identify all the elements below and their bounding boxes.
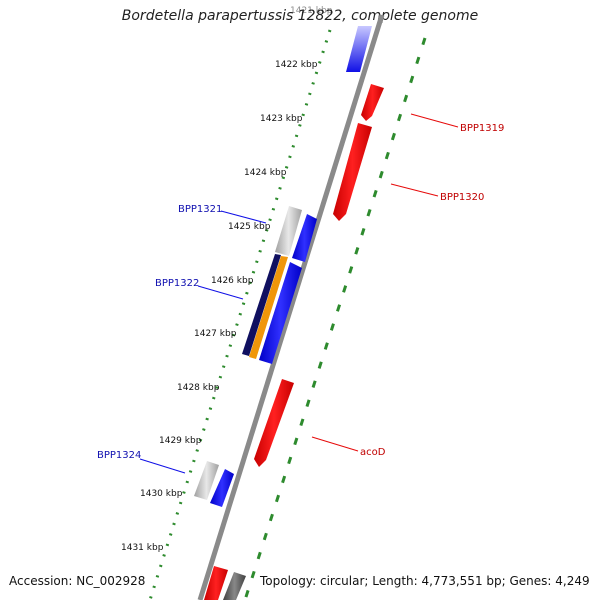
kbp-label: 1430 kbp [140, 489, 183, 499]
leader-bpp1322 [197, 285, 244, 300]
kbp-label: 1426 kbp [211, 276, 254, 286]
kbp-label: 1428 kbp [177, 383, 220, 393]
gene-label-bpp1319[interactable]: BPP1319 [460, 123, 504, 134]
kbp-label: 1425 kbp [228, 222, 271, 232]
gene-label-bpp1322[interactable]: BPP1322 [155, 278, 199, 289]
inner-tick-rail [148, 29, 332, 600]
kbp-label: 1423 kbp [260, 114, 303, 124]
gene-top-forward[interactable] [346, 26, 372, 72]
gene-label-acod[interactable]: acoD [360, 447, 386, 458]
map-title: Bordetella parapertussis 12822, complete… [121, 8, 479, 24]
gene-label-bpp1320[interactable]: BPP1320 [440, 192, 484, 203]
kbp-label: 1422 kbp [275, 60, 318, 70]
gene-bpp1324[interactable] [210, 469, 234, 507]
gene-bottom-dark[interactable] [223, 572, 246, 600]
genome-backbone [197, 14, 385, 600]
kbp-label: 1424 kbp [244, 168, 287, 178]
leader-acod [311, 436, 359, 452]
forward-genes [194, 26, 372, 507]
gene-label-bpp1321[interactable]: BPP1321 [178, 204, 222, 215]
label-leaders [139, 113, 459, 474]
gene-bpp1322-navy[interactable] [242, 254, 281, 356]
gene-bpp1320[interactable] [333, 123, 372, 221]
gene-labels: BPP1319 BPP1320 BPP1321 BPP1322 acoD BPP… [97, 123, 504, 461]
kbp-label: 1421 kbp [290, 6, 333, 16]
gene-bpp1322[interactable] [259, 262, 302, 364]
gene-label-bpp1324[interactable]: BPP1324 [97, 450, 141, 461]
gene-bottom-red[interactable] [204, 566, 228, 600]
gene-bpp1322-orange[interactable] [249, 256, 288, 359]
leader-bpp1324 [139, 458, 186, 474]
kbp-label: 1429 kbp [159, 436, 202, 446]
kbp-label: 1427 kbp [194, 329, 237, 339]
genome-info-text: Topology: circular; Length: 4,773,551 bp… [260, 574, 590, 588]
kbp-scale: 1421 kbp 1422 kbp 1423 kbp 1424 kbp 1425… [121, 6, 333, 553]
gene-bpp1321[interactable] [292, 214, 317, 262]
kbp-label: 1431 kbp [121, 543, 164, 553]
gene-acod[interactable] [254, 379, 294, 467]
gene-bpp1321-gray[interactable] [275, 206, 302, 256]
gene-bpp1319[interactable] [361, 84, 384, 121]
leader-bpp1320 [390, 183, 439, 197]
leader-bpp1321 [220, 210, 267, 224]
accession-text: Accession: NC_002928 [9, 574, 146, 588]
leader-bpp1319 [410, 113, 459, 128]
gene-bpp1324-gray[interactable] [194, 461, 219, 500]
reverse-genes [204, 84, 384, 600]
